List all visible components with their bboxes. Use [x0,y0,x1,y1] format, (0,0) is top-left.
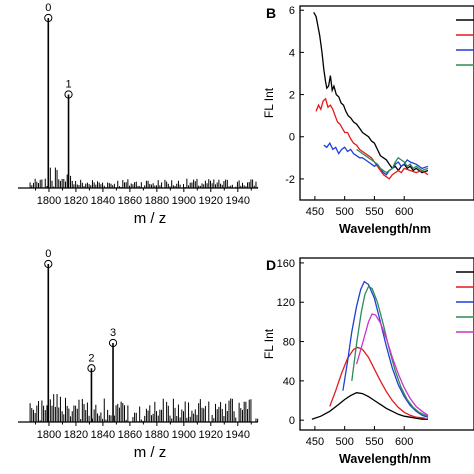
x-axis-label: m / z [134,210,167,227]
series-line [311,392,428,420]
x-tick-label: 1940 [226,429,250,441]
y-tick-label: 120 [277,297,295,309]
y-tick-label: 0 [289,132,295,144]
y-tick-label: 4 [289,47,295,59]
series-line [329,346,426,419]
peak-label: 3 [110,327,116,339]
x-tick-label: 1800 [37,429,61,441]
peak-marker-circle [44,13,53,23]
series-line [323,141,429,176]
x-tick-label: 1940 [226,195,250,207]
plot-frame [299,257,474,431]
x-tick-label: 550 [365,206,383,218]
y-tick-label: 6 [289,5,295,17]
x-tick-label: 500 [335,436,353,448]
series-line [356,148,429,174]
x-tick-label: 1860 [118,429,142,441]
peak-label: 2 [88,352,94,364]
x-tick-label: 1820 [64,429,88,441]
x-tick-label: 1840 [91,195,115,207]
x-tick-label: 1840 [91,429,115,441]
series-line [355,313,429,416]
panel-d-fluorescence-chart: 0 40 80 120 160 450 500 550 600 Wavelength/nm FL I… [262,257,474,466]
panel-label: D [266,257,276,273]
x-tick-label: 1880 [145,195,169,207]
peak-label: 0 [45,248,51,260]
x-tick-label: 550 [365,436,383,448]
peak-marker-circle [87,364,96,373]
x-tick-label: 1800 [37,195,61,207]
x-axis-label: Wavelength/nm [339,452,431,466]
x-axis-label: m / z [134,444,167,461]
peak-marker-circle [108,338,118,348]
y-tick-label: -2 [285,174,295,186]
x-tick-label: 1920 [199,429,223,441]
x-tick-label: 450 [306,206,324,218]
panel-label: B [266,5,276,21]
x-tick-label: 1860 [118,195,142,207]
panel-a-mass-spectrum: 0 1 1800 1820 1840 1860 1880 1900 1920 1940 m / z [18,2,259,227]
x-tick-label: 600 [395,436,413,448]
x-tick-label: 1900 [172,195,196,207]
series-line [315,97,429,180]
x-tick-label: 1900 [172,429,196,441]
peak-label: 1 [65,79,71,91]
peak-label: 0 [45,2,51,14]
y-tick-label: 40 [283,376,295,388]
x-tick-label: 500 [335,206,353,218]
peak-marker-circle [44,259,53,269]
y-tick-label: 80 [283,337,295,349]
x-tick-label: 1920 [199,195,223,207]
y-axis-label: FL Int [262,87,276,118]
x-tick-label: 450 [306,436,324,448]
x-tick-label: 1820 [64,195,88,207]
panel-c-mass-spectrum: 0 2 3 1800 1820 1840 1860 1880 1900 1920 1940 m / z [18,248,259,461]
series-line [351,285,429,417]
x-axis-label: Wavelength/nm [339,222,431,236]
y-tick-label: 0 [289,415,295,427]
peak-marker-circle [64,90,73,99]
y-axis-label: FL Int [262,328,276,359]
series-line [313,11,429,174]
x-tick-label: 600 [395,206,413,218]
y-tick-label: 160 [277,258,295,270]
panel-b-fluorescence-chart: -2 0 2 4 6 450 500 550 600 Wavelength/nm FL Int B [262,5,474,236]
y-tick-label: 2 [289,90,295,102]
x-tick-label: 1880 [145,429,169,441]
plot-frame [299,5,474,201]
